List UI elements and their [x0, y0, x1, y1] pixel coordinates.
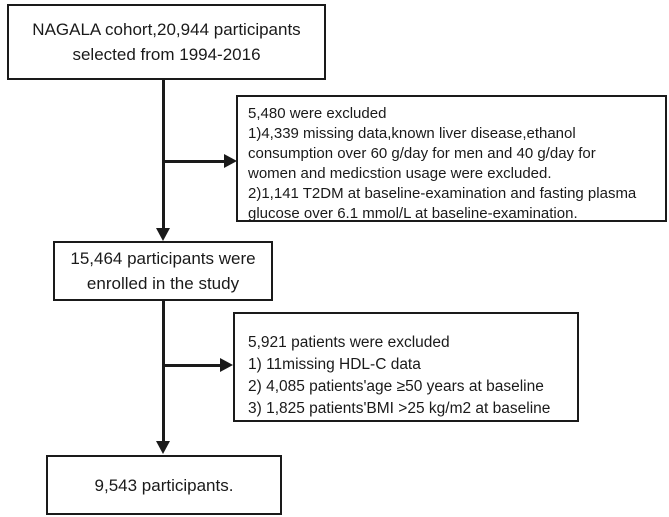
arrowhead-right-icon — [224, 154, 237, 168]
branch-to-exclusion1 — [164, 160, 225, 163]
enrolled-box-line: enrolled in the study — [86, 274, 240, 293]
exclusion1-line: glucose over 6.1 mmol/L at baseline-exam… — [248, 205, 578, 222]
enrolled-box: 15,464 participants were enrolled in the… — [53, 241, 273, 301]
exclusion1-line: 2)1,141 T2DM at baseline-examination and… — [248, 185, 637, 202]
branch-to-exclusion2 — [164, 364, 221, 367]
exclusion1-line: consumption over 60 g/day for men and 40… — [248, 145, 596, 162]
exclusion2-line: 1) 11missing HDL-C data — [248, 356, 421, 373]
cohort-box: NAGALA cohort,20,944 participants select… — [7, 4, 326, 80]
exclusion2-box: 5,921 patients were excluded 1) 11missin… — [233, 312, 579, 422]
final-box-line: 9,543 participants. — [94, 475, 234, 495]
enrolled-box-line: 15,464 participants were — [70, 249, 256, 268]
arrowhead-right-icon — [220, 358, 233, 372]
arrowhead-down-icon — [156, 441, 170, 454]
exclusion1-line: women and medicstion usage were excluded… — [248, 165, 552, 182]
exclusion1-line: 5,480 were excluded — [248, 105, 387, 122]
connector-enrolled-to-final — [162, 300, 165, 443]
exclusion1-box: 5,480 were excluded 1)4,339 missing data… — [236, 95, 667, 222]
cohort-box-line: NAGALA cohort,20,944 participants — [32, 20, 301, 39]
connector-cohort-to-enrolled — [162, 80, 165, 230]
exclusion2-line: 3) 1,825 patients'BMI >25 kg/m2 at basel… — [248, 400, 551, 417]
exclusion2-line: 2) 4,085 patients'age ≥50 years at basel… — [248, 378, 544, 395]
exclusion1-line: 1)4,339 missing data,known liver disease… — [248, 125, 576, 142]
exclusion2-line: 5,921 patients were excluded — [248, 334, 450, 351]
arrowhead-down-icon — [156, 228, 170, 241]
cohort-box-line: selected from 1994-2016 — [72, 45, 261, 64]
final-box: 9,543 participants. — [46, 455, 282, 515]
